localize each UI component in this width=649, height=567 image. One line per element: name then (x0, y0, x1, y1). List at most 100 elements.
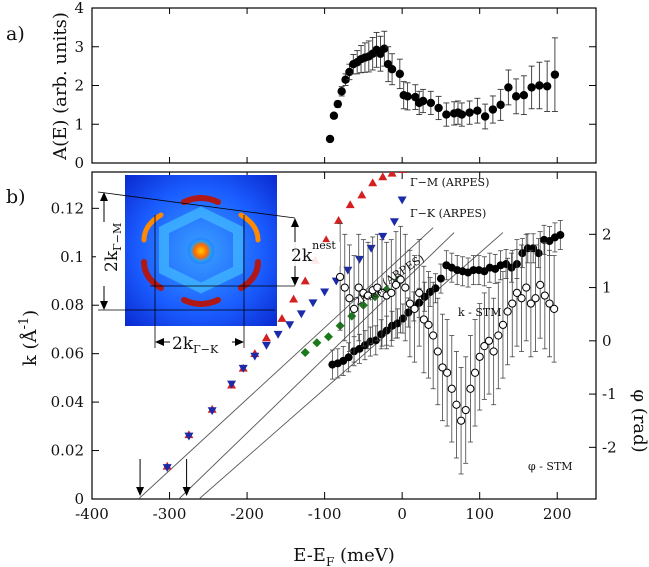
data-point (419, 315, 428, 324)
panel-b-axis: 0 0.02 0.04 0.06 0.08 0.1 0.12 -2 -1 0 1 2 -400 -300 -… (51, 172, 617, 523)
data-point (289, 294, 299, 303)
data-point (465, 108, 474, 117)
data-point (261, 333, 271, 342)
data-point (536, 280, 545, 290)
data-point (344, 353, 353, 362)
inset-label-bg (96, 222, 118, 286)
data-point (380, 44, 389, 53)
data-point (452, 400, 461, 409)
data-point (473, 106, 482, 115)
data-point (333, 99, 342, 109)
panel-b-xlabel: E-EF (meV) (293, 545, 395, 567)
data-point (355, 255, 365, 264)
inset-label-2k-gk-sub: Γ−K (193, 343, 219, 356)
data-point (545, 299, 554, 308)
data-point (447, 384, 456, 393)
data-point (401, 283, 410, 292)
xlabel-sub: F (326, 555, 334, 567)
data-point (550, 70, 560, 79)
panel-a-ylabel: A(E) (arb. units) (50, 12, 71, 161)
b-ytick-label: 0.12 (51, 199, 84, 217)
inset-label-2k-nest-main: 2k (291, 246, 313, 266)
data-point (443, 368, 452, 377)
data-point (345, 67, 354, 77)
data-point (308, 299, 318, 308)
inset-arrowhead (100, 301, 108, 310)
b-ytick-label: 0.08 (51, 296, 84, 314)
annotation-gamma-k: Γ−K (ARPES) (410, 207, 486, 220)
annotation-k-stm: k - STM (458, 306, 502, 319)
reference-line (138, 227, 434, 499)
reference-line (178, 232, 455, 499)
data-point (512, 288, 522, 297)
data-point (397, 172, 407, 173)
arrow-head (182, 487, 191, 496)
data-point (511, 92, 521, 101)
data-point (457, 110, 467, 119)
inset-label-2k-gm-sub: Γ−M (111, 223, 124, 251)
data-point (480, 342, 489, 351)
data-point (397, 196, 407, 205)
data-point (480, 112, 490, 121)
data-point (363, 291, 373, 300)
data-point (418, 96, 428, 106)
data-point (368, 178, 378, 187)
inset-label-2k-gk: 2kΓ−K (172, 334, 219, 356)
b-y2tick-label: 2 (602, 225, 612, 243)
data-point (424, 320, 433, 329)
data-point (494, 331, 503, 340)
data-point (238, 364, 248, 373)
data-point (227, 380, 237, 389)
data-point (405, 299, 415, 308)
panel-b: b) 0 0.02 0.04 0.06 0.08 0.1 0.12 -2 -1 0 1 2 -400 -3… (6, 171, 649, 567)
inset-label-2k-nest-sub: nest (312, 239, 336, 252)
data-point (522, 283, 531, 292)
inset-hexagon (159, 206, 243, 294)
data-point (498, 320, 508, 329)
a-ytick-label: 4 (74, 0, 84, 17)
data-point (300, 347, 310, 357)
data-point (429, 331, 438, 340)
b-ytick-label: 0.04 (51, 393, 84, 411)
reference-line (198, 232, 504, 499)
data-point (250, 352, 260, 361)
b-ytick-label: 0.06 (51, 345, 84, 363)
data-point (436, 274, 445, 283)
data-point (341, 75, 350, 84)
annotation-2knest-main: 2k (351, 290, 370, 309)
data-point (395, 69, 405, 79)
data-point (475, 352, 484, 361)
inset-label-2k-gm-main: 2k (102, 250, 122, 272)
data-point (535, 81, 544, 90)
data-point (273, 330, 283, 339)
inset-lobe (141, 212, 164, 243)
data-point (526, 299, 535, 308)
b-xtick-label: -200 (230, 505, 264, 523)
ylabel-sup: -1 (17, 317, 32, 330)
data-point (431, 284, 440, 293)
data-point (340, 283, 349, 292)
data-point (347, 311, 357, 321)
ylabel-end: ) (20, 310, 41, 317)
data-point (391, 280, 401, 290)
b-xtick-label: 200 (543, 505, 572, 523)
annotation-phi-stm: φ - STM (528, 460, 573, 473)
data-point (334, 215, 344, 224)
panel-b-label: b) (6, 186, 26, 208)
inset-guide-top (97, 191, 296, 219)
data-point (378, 172, 388, 181)
data-point (184, 432, 194, 441)
reference-lines (138, 227, 504, 499)
inset-arrowhead (235, 338, 244, 346)
data-point (393, 319, 402, 328)
data-point (550, 304, 559, 313)
data-point (343, 266, 353, 275)
b-xtick-label: -400 (75, 505, 109, 523)
data-point (296, 310, 306, 319)
data-point (456, 416, 466, 425)
data-point (162, 464, 172, 473)
data-point (396, 275, 405, 284)
data-point (517, 294, 526, 303)
b-xtick-label: 0 (397, 505, 407, 523)
ylabel-main: k (Å (19, 329, 41, 367)
